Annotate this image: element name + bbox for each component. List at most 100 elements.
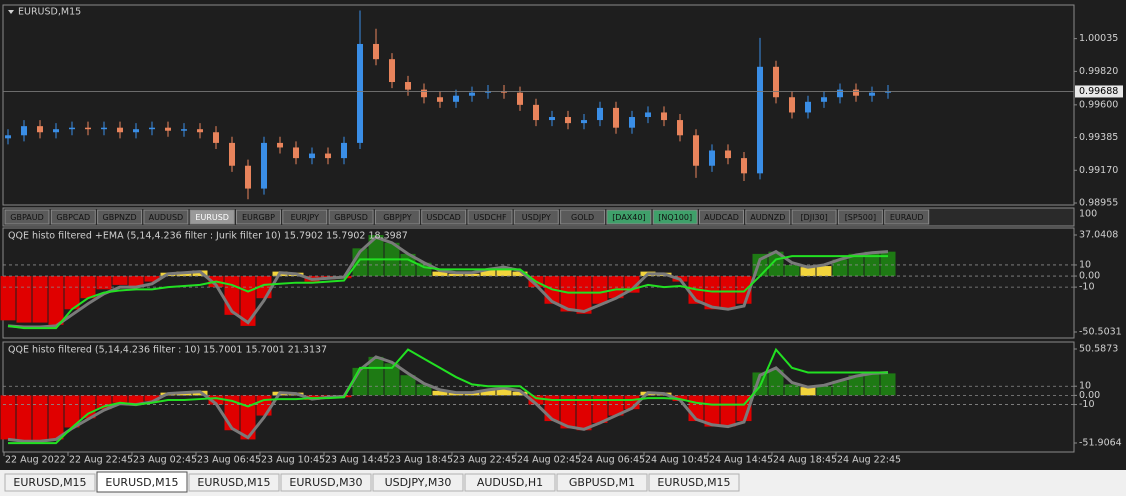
symbol-tab-label[interactable]: GBPAUD: [10, 213, 44, 222]
histogram-bar: [768, 369, 784, 396]
symbol-tab-label[interactable]: USDCHF: [473, 213, 507, 222]
window-tab[interactable]: USDJPY,M30: [372, 473, 464, 492]
indicator-title: QQE histo filtered +EMA (5,14,4.236 filt…: [8, 231, 408, 242]
symbol-tab[interactable]: [328, 209, 374, 225]
histogram-bar: [416, 384, 432, 396]
chart-symbol: EURUSD,M15: [18, 7, 81, 18]
symbol-tab[interactable]: [513, 209, 559, 225]
y-tick-label: 0.99600: [1079, 99, 1118, 110]
window-tab-box[interactable]: [556, 473, 648, 492]
window-tab-label[interactable]: EURUSD,M15: [657, 476, 730, 489]
symbol-tab[interactable]: [143, 209, 189, 225]
candle-body: [837, 89, 843, 98]
window-tab-label[interactable]: AUDUSD,H1: [477, 476, 543, 489]
window-tab[interactable]: EURUSD,M15: [648, 473, 740, 492]
symbol-tab[interactable]: [652, 209, 698, 225]
window-tab[interactable]: EURUSD,M30: [280, 473, 372, 492]
histogram-bar: [432, 271, 448, 277]
symbol-tab-label[interactable]: GBPNZD: [103, 213, 137, 222]
histogram-bar: [480, 389, 496, 396]
symbol-tab[interactable]: [606, 209, 652, 225]
symbol-tab-label[interactable]: [DJI30]: [800, 213, 827, 222]
window-tab-box[interactable]: [464, 473, 556, 492]
symbol-tab-label[interactable]: EURJPY: [291, 213, 319, 222]
histogram-bar: [0, 395, 16, 440]
symbol-tab[interactable]: [560, 209, 606, 225]
candle-body: [885, 91, 891, 93]
candle-body: [101, 127, 107, 130]
symbol-tab-label[interactable]: USDCAD: [427, 213, 461, 222]
window-tab[interactable]: EURUSD,M15: [96, 471, 188, 493]
symbol-tab[interactable]: [236, 209, 281, 225]
candle-body: [85, 127, 91, 130]
symbol-tab-label[interactable]: USDJPY: [522, 213, 551, 222]
symbol-tab[interactable]: [50, 209, 96, 225]
histogram-bar: [592, 276, 608, 304]
symbol-tab-label[interactable]: GBPCAD: [56, 213, 90, 222]
symbol-tab[interactable]: [837, 209, 883, 225]
symbol-tab[interactable]: [467, 209, 513, 225]
window-tab-label[interactable]: EURUSD,M15: [197, 476, 270, 489]
candle-body: [213, 132, 219, 143]
window-tab-box[interactable]: [372, 473, 464, 492]
symbol-tab[interactable]: [374, 209, 420, 225]
x-tick-label: 22 Aug 2022: [5, 455, 66, 466]
window-tab-label[interactable]: USDJPY,M30: [385, 476, 452, 489]
symbol-tab[interactable]: [282, 209, 328, 225]
symbol-tab[interactable]: [699, 209, 744, 225]
symbol-tab[interactable]: [421, 209, 467, 225]
histogram-bar: [240, 276, 256, 326]
symbol-tab[interactable]: [745, 209, 791, 225]
symbol-tab-label[interactable]: EURGBP: [242, 213, 275, 222]
window-tab[interactable]: GBPUSD,M1: [556, 473, 648, 492]
collapse-icon[interactable]: [8, 10, 14, 14]
candle-body: [549, 117, 555, 121]
symbol-tab[interactable]: [97, 209, 143, 225]
histogram-bar: [576, 395, 592, 431]
symbol-tab[interactable]: [791, 209, 837, 225]
symbol-tab-label[interactable]: AUDNZD: [750, 213, 785, 222]
symbol-tab-label[interactable]: AUDUSD: [149, 213, 184, 222]
window-tab-label[interactable]: EURUSD,M15: [13, 476, 86, 489]
window-tab-label[interactable]: EURUSD,M30: [289, 476, 362, 489]
window-tab-box[interactable]: [4, 473, 96, 492]
window-tab-box[interactable]: [96, 471, 188, 493]
symbol-tab-label[interactable]: GOLD: [571, 213, 594, 222]
candle-body: [21, 126, 27, 136]
histogram-bar: [368, 235, 384, 277]
window-tab-box[interactable]: [280, 473, 372, 492]
window-tab[interactable]: EURUSD,M15: [4, 473, 96, 492]
candle-body: [245, 165, 251, 189]
x-tick-label: 24 Aug 22:45: [837, 455, 901, 466]
symbol-tab[interactable]: [884, 209, 930, 225]
symbol-tab[interactable]: [4, 209, 50, 225]
candle-body: [437, 97, 443, 102]
symbol-tab-label[interactable]: EURAUD: [890, 213, 924, 222]
candle-body: [133, 129, 139, 133]
symbol-tab-label[interactable]: AUDCAD: [704, 213, 739, 222]
symbol-tab[interactable]: [189, 209, 235, 225]
candle-body: [261, 142, 267, 189]
symbol-tab-label[interactable]: [NQ100]: [658, 213, 692, 222]
symbol-tab-label[interactable]: GBPJPY: [383, 213, 412, 222]
y-tick-label: 0.98955: [1079, 198, 1118, 209]
candle-body: [805, 101, 811, 113]
candle-body: [469, 92, 475, 96]
symbol-tab-label[interactable]: EURUSD: [195, 213, 229, 222]
window-tab[interactable]: EURUSD,M15: [188, 473, 280, 492]
indicator-line: [7, 255, 888, 330]
y-tick-label: 37.0408: [1079, 230, 1118, 241]
window-tab-box[interactable]: [648, 473, 740, 492]
histogram-bar: [16, 395, 32, 442]
symbol-tab-label[interactable]: [SP500]: [845, 213, 876, 222]
window-tab-label[interactable]: EURUSD,M15: [105, 476, 178, 489]
x-tick-label: 24 Aug 10:45: [645, 455, 709, 466]
y-tick-label: -51.9064: [1079, 437, 1122, 448]
window-tab-label[interactable]: GBPUSD,M1: [569, 476, 635, 489]
symbol-tab-label[interactable]: [DAX40]: [612, 213, 645, 222]
symbol-tab-label[interactable]: GBPUSD: [334, 213, 368, 222]
candle-body: [581, 120, 587, 124]
window-tab[interactable]: AUDUSD,H1: [464, 473, 556, 492]
window-tab-box[interactable]: [188, 473, 280, 492]
histogram-bar: [864, 373, 880, 396]
